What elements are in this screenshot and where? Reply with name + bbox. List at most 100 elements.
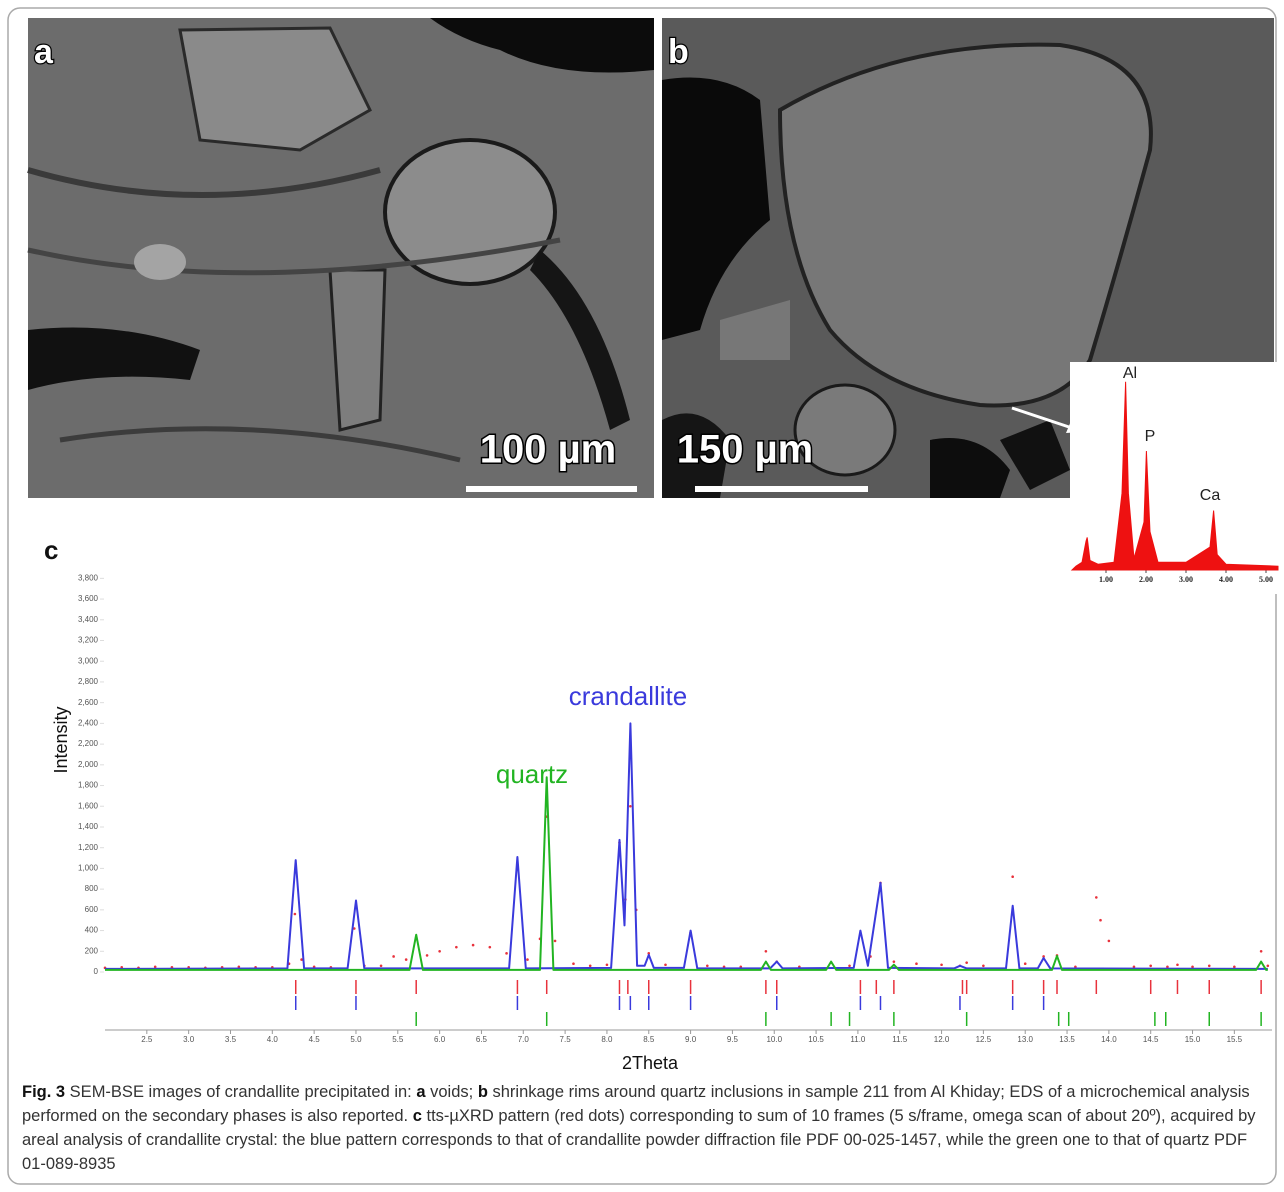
y-axis-title: Intensity — [51, 706, 71, 773]
data-point — [1207, 964, 1211, 968]
x-tick-label: 14.0 — [1101, 1035, 1117, 1044]
data-point — [1259, 949, 1263, 953]
y-tick-label: 1,000 — [78, 864, 99, 873]
x-tick-label: 10.0 — [766, 1035, 782, 1044]
data-point — [526, 958, 529, 961]
data-point — [471, 943, 475, 947]
data-point — [1132, 965, 1136, 969]
data-point — [1233, 965, 1236, 969]
x-tick-label: 7.0 — [518, 1035, 530, 1044]
x-axis-title: 2Theta — [622, 1053, 679, 1073]
caption-text: voids; — [425, 1083, 478, 1101]
peak-label: Al — [1123, 365, 1137, 382]
y-tick-label: 1,400 — [78, 822, 99, 831]
y-tick-label: 400 — [85, 926, 99, 935]
data-point — [1266, 964, 1270, 968]
pattern-line — [104, 722, 1268, 970]
data-point — [425, 954, 429, 957]
x-tick-label: 5.5 — [392, 1035, 404, 1044]
data-point — [629, 804, 632, 808]
data-point — [404, 958, 408, 961]
data-point — [1042, 955, 1045, 958]
data-point — [764, 949, 768, 953]
data-point — [553, 939, 557, 943]
caption-panel-ref: b — [477, 1083, 488, 1101]
x-tick-label: 1.00 — [1099, 575, 1113, 584]
y-tick-label: 2,600 — [78, 698, 99, 707]
y-tick-label: 2,400 — [78, 718, 99, 727]
caption-text: SEM-BSE images of crandallite precipitat… — [65, 1083, 417, 1101]
data-point — [293, 912, 297, 916]
data-point — [1023, 962, 1027, 966]
x-tick-label: 11.0 — [850, 1035, 866, 1044]
x-tick-label: 11.5 — [892, 1035, 908, 1044]
x-tick-label: 5.00 — [1259, 575, 1273, 584]
panel-label: b — [668, 33, 689, 71]
y-tick-label: 3,600 — [78, 594, 99, 603]
caption-text: tts-µXRD pattern (red dots) correspondin… — [22, 1107, 1256, 1173]
x-tick-label: 2.00 — [1139, 575, 1153, 584]
y-tick-label: 2,200 — [78, 739, 99, 748]
y-tick-label: 1,200 — [78, 843, 99, 852]
scale-bar-label: 150 µm — [677, 428, 813, 472]
x-tick-label: 12.5 — [976, 1035, 992, 1044]
x-tick-label: 6.0 — [434, 1035, 446, 1044]
data-point — [848, 964, 851, 968]
data-point — [588, 964, 592, 968]
inset-background — [1070, 362, 1282, 594]
data-point — [1176, 963, 1179, 967]
pattern-line — [105, 776, 1268, 971]
x-tick-label: 8.0 — [601, 1035, 613, 1044]
frame — [7, 7, 1277, 1185]
data-point — [455, 945, 458, 949]
data-point — [379, 964, 383, 968]
x-tick-label: 8.5 — [643, 1035, 655, 1044]
y-tick-label: 2,800 — [78, 677, 99, 686]
y-tick-label: 3,400 — [78, 615, 99, 624]
data-point — [915, 962, 918, 966]
x-tick-label: 4.0 — [267, 1035, 279, 1044]
y-tick-label: 1,800 — [78, 781, 99, 790]
y-tick-label: 3,800 — [78, 573, 99, 582]
x-tick-label: 13.5 — [1059, 1035, 1075, 1044]
data-point — [605, 963, 609, 967]
spectrum-area — [1070, 381, 1279, 571]
caption-panel-ref: c — [412, 1107, 422, 1125]
y-tick-label: 1,600 — [78, 801, 99, 810]
y-tick-label: 0 — [94, 967, 99, 976]
y-tick-label: 2,000 — [78, 760, 99, 769]
data-point — [1107, 939, 1111, 943]
scale-bar-label: 100 µm — [480, 428, 616, 472]
data-point — [940, 963, 943, 967]
scale-bar — [695, 486, 868, 492]
x-tick-label: 3.5 — [225, 1035, 237, 1044]
panel-label: a — [34, 33, 54, 71]
y-tick-label: 3,200 — [78, 636, 99, 645]
x-tick-label: 9.0 — [685, 1035, 697, 1044]
data-point — [647, 952, 651, 955]
peak-label: Ca — [1200, 487, 1221, 504]
x-tick-label: 3.0 — [183, 1035, 195, 1044]
x-tick-label: 15.5 — [1227, 1035, 1243, 1044]
y-tick-label: 200 — [85, 946, 99, 955]
data-point — [237, 965, 241, 969]
data-point — [1166, 965, 1169, 969]
y-tick-label: 600 — [85, 905, 99, 914]
arrow-head — [1066, 421, 1082, 433]
x-tick-label: 2.5 — [141, 1035, 153, 1044]
data-point — [392, 955, 395, 958]
x-tick-label: 4.5 — [309, 1035, 321, 1044]
data-point — [488, 945, 492, 949]
data-point — [982, 964, 985, 968]
x-tick-label: 9.5 — [727, 1035, 739, 1044]
data-point — [892, 960, 896, 963]
data-point — [153, 965, 157, 969]
data-point — [1099, 918, 1102, 922]
panel-label: c — [44, 535, 58, 565]
data-point — [438, 949, 441, 953]
data-point — [1191, 965, 1194, 969]
x-tick-label: 5.0 — [350, 1035, 362, 1044]
caption-text: shrinkage rims around quartz inclusions … — [22, 1083, 1250, 1125]
